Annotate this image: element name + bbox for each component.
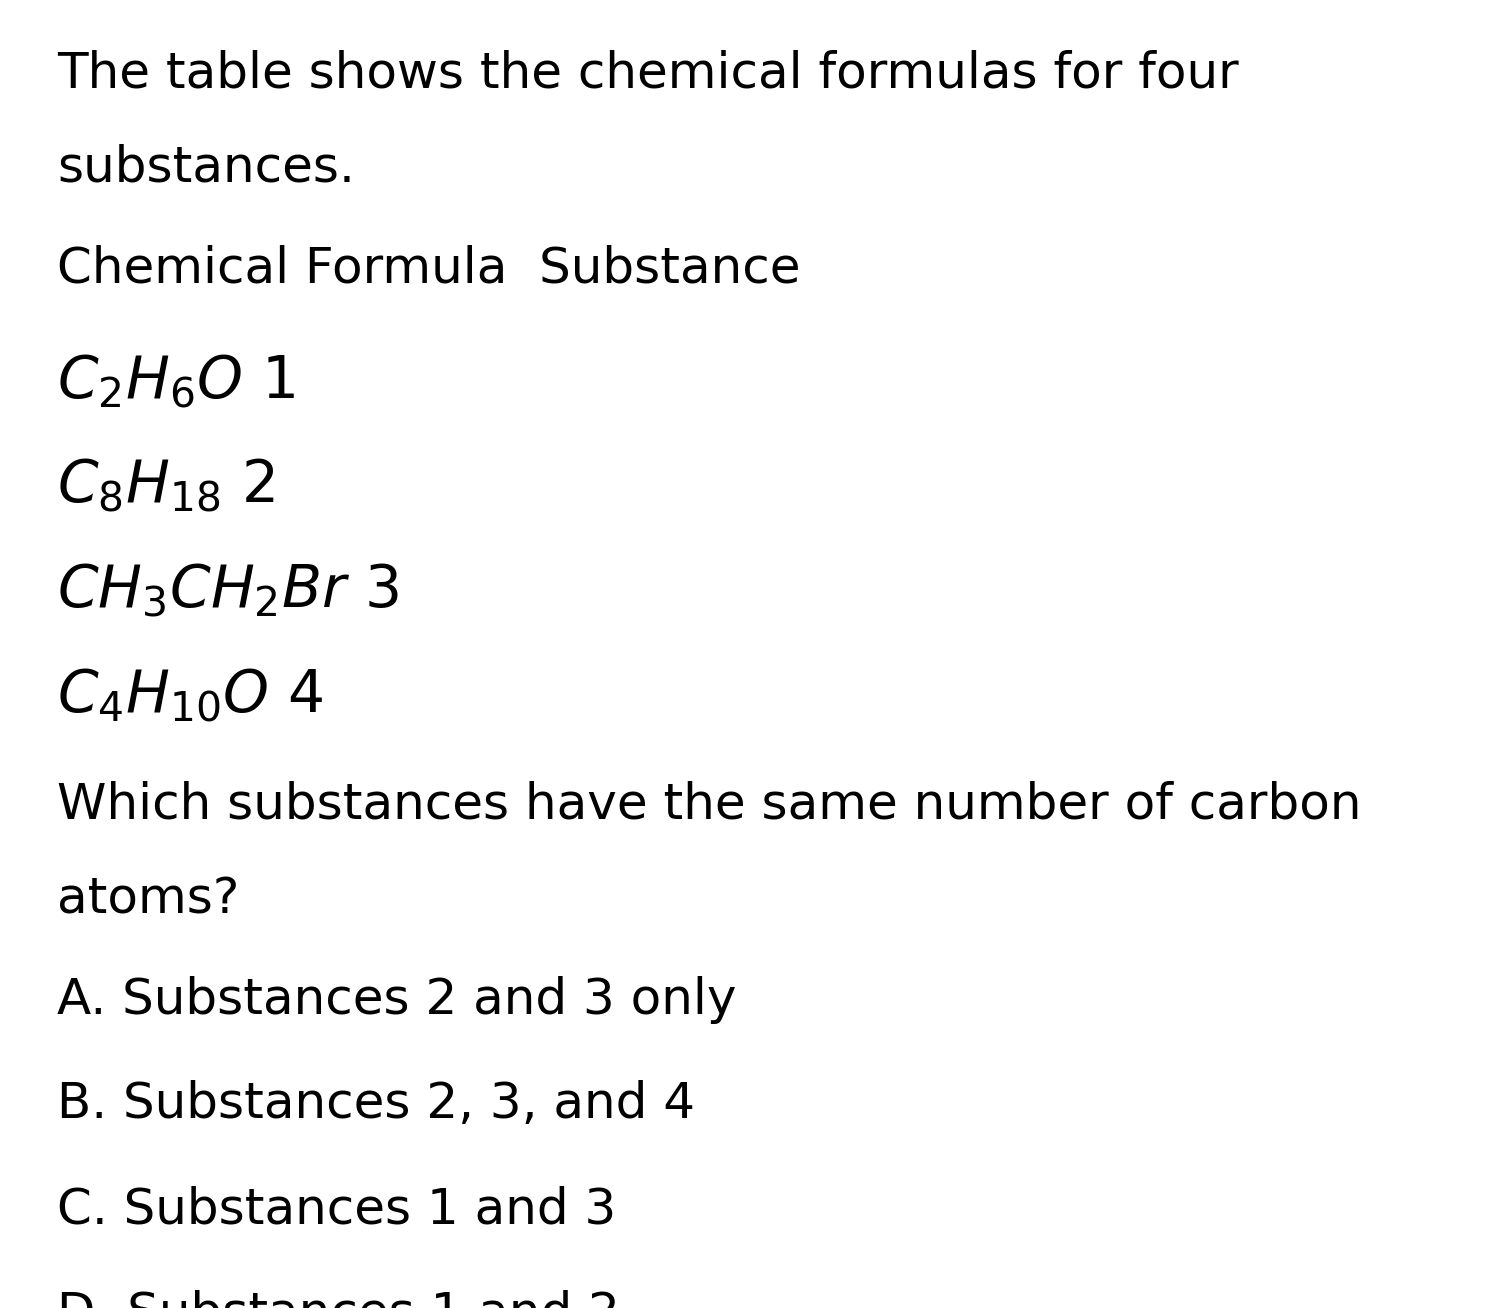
Text: A. Substances 2 and 3 only: A. Substances 2 and 3 only xyxy=(57,976,736,1024)
Text: $\mathit{C}\mathit{H}_3\mathit{C}\mathit{H}_2\mathit{Br}$ 3: $\mathit{C}\mathit{H}_3\mathit{C}\mathit… xyxy=(57,561,399,619)
Text: $\mathit{C}_8\mathit{H}_{18}$ 2: $\mathit{C}_8\mathit{H}_{18}$ 2 xyxy=(57,456,274,514)
Text: B. Substances 2, 3, and 4: B. Substances 2, 3, and 4 xyxy=(57,1080,695,1129)
Text: D. Substances 1 and 2: D. Substances 1 and 2 xyxy=(57,1290,620,1308)
Text: $\mathit{C}_2\mathit{H}_6\mathit{O}$ 1: $\mathit{C}_2\mathit{H}_6\mathit{O}$ 1 xyxy=(57,352,296,409)
Text: atoms?: atoms? xyxy=(57,875,240,923)
Text: C. Substances 1 and 3: C. Substances 1 and 3 xyxy=(57,1185,616,1233)
Text: Which substances have the same number of carbon: Which substances have the same number of… xyxy=(57,781,1362,829)
Text: substances.: substances. xyxy=(57,144,356,192)
Text: Chemical Formula  Substance: Chemical Formula Substance xyxy=(57,245,801,293)
Text: $\mathit{C}_4\mathit{H}_{10}\mathit{O}$ 4: $\mathit{C}_4\mathit{H}_{10}\mathit{O}$ … xyxy=(57,666,322,723)
Text: The table shows the chemical formulas for four: The table shows the chemical formulas fo… xyxy=(57,50,1239,98)
